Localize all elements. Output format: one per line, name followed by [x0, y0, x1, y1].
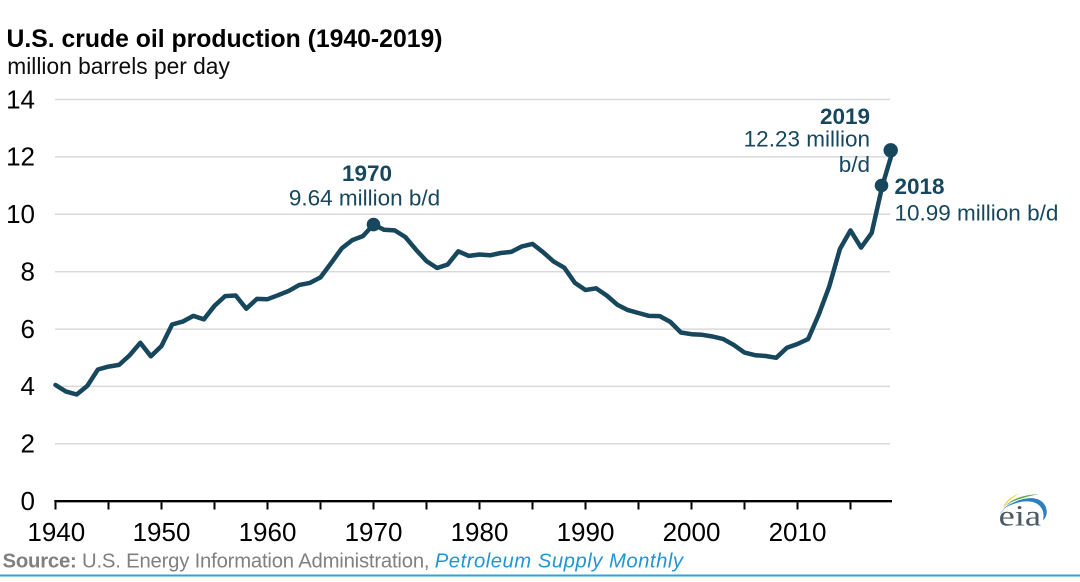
svg-text:4: 4: [21, 371, 35, 401]
svg-text:eia: eia: [999, 501, 1042, 533]
svg-text:2018: 2018: [895, 174, 945, 199]
svg-text:9.64 million b/d: 9.64 million b/d: [289, 186, 440, 211]
svg-text:b/d: b/d: [839, 152, 870, 177]
svg-text:1940: 1940: [27, 517, 85, 547]
svg-text:2010: 2010: [769, 517, 827, 547]
svg-text:10: 10: [6, 199, 35, 229]
svg-text:12: 12: [6, 142, 35, 172]
svg-text:1970: 1970: [345, 517, 403, 547]
svg-text:6: 6: [21, 314, 35, 344]
svg-text:1970: 1970: [342, 161, 392, 186]
svg-text:U.S. crude oil production (194: U.S. crude oil production (1940-2019): [7, 26, 443, 53]
svg-text:12.23 million: 12.23 million: [744, 126, 870, 151]
svg-text:1980: 1980: [451, 517, 509, 547]
svg-text:Source: U.S. Energy Informatio: Source: U.S. Energy Information Administ…: [3, 551, 685, 573]
svg-text:1990: 1990: [557, 517, 615, 547]
svg-text:2019: 2019: [820, 104, 870, 129]
svg-text:million barrels per day: million barrels per day: [7, 53, 230, 79]
svg-text:1950: 1950: [133, 517, 191, 547]
svg-text:1960: 1960: [239, 517, 297, 547]
svg-text:14: 14: [6, 84, 35, 114]
svg-text:2000: 2000: [663, 517, 721, 547]
svg-text:8: 8: [21, 257, 35, 287]
svg-text:2: 2: [21, 429, 35, 459]
svg-text:0: 0: [21, 486, 35, 516]
svg-text:10.99 million b/d: 10.99 million b/d: [895, 201, 1059, 226]
